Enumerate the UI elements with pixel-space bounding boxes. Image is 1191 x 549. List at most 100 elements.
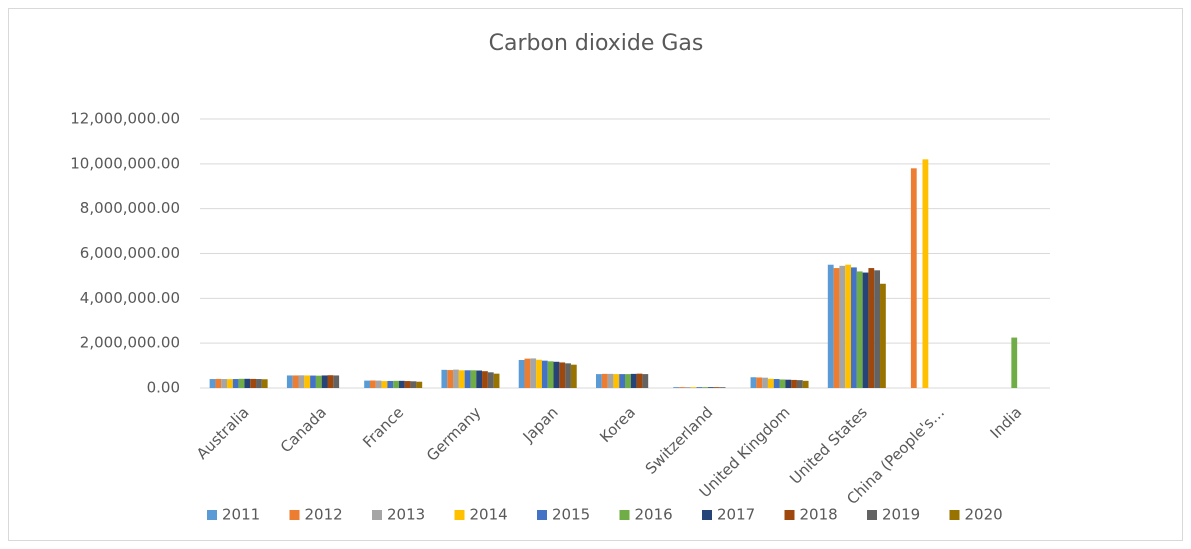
bar bbox=[453, 369, 459, 388]
bar bbox=[613, 374, 620, 388]
bar bbox=[304, 375, 311, 388]
bar bbox=[487, 372, 494, 388]
bar bbox=[570, 364, 577, 388]
bar bbox=[762, 377, 768, 388]
bar bbox=[381, 381, 388, 388]
bar bbox=[327, 375, 334, 388]
bar bbox=[541, 360, 548, 388]
bar bbox=[756, 377, 763, 388]
bar bbox=[802, 380, 809, 388]
bar bbox=[679, 387, 685, 388]
bar bbox=[410, 381, 417, 388]
y-tick-label: 0.00 bbox=[147, 379, 180, 397]
bar bbox=[232, 379, 239, 388]
bar bbox=[601, 373, 608, 388]
bar bbox=[238, 378, 245, 388]
bar bbox=[625, 374, 631, 388]
bar bbox=[713, 387, 720, 388]
bar bbox=[773, 379, 780, 388]
bar bbox=[536, 359, 542, 388]
bar bbox=[530, 358, 537, 388]
bar bbox=[559, 362, 566, 388]
legend-label: 2014 bbox=[470, 506, 508, 524]
bar bbox=[256, 379, 262, 388]
bar bbox=[364, 380, 370, 388]
bar bbox=[310, 375, 316, 388]
bar bbox=[333, 375, 340, 388]
legend-swatch bbox=[372, 510, 382, 520]
legend-swatch bbox=[619, 510, 630, 520]
y-tick-label: 6,000,000.00 bbox=[80, 244, 180, 262]
bar bbox=[708, 387, 714, 388]
bar bbox=[221, 379, 228, 388]
bar bbox=[375, 380, 382, 388]
legend-label: 2017 bbox=[717, 506, 755, 524]
legend-label: 2018 bbox=[800, 506, 838, 524]
bar bbox=[518, 359, 525, 388]
legend-label: 2011 bbox=[222, 506, 260, 524]
legend-swatch bbox=[784, 510, 795, 520]
legend-swatch bbox=[289, 510, 300, 520]
bar bbox=[910, 168, 917, 388]
bar bbox=[767, 378, 774, 388]
bar bbox=[636, 373, 643, 388]
bar bbox=[868, 268, 875, 388]
bar bbox=[464, 370, 471, 388]
legend-label: 2015 bbox=[552, 506, 590, 524]
bar bbox=[416, 381, 423, 388]
y-tick-label: 4,000,000.00 bbox=[80, 289, 180, 307]
bar bbox=[779, 379, 786, 388]
bar bbox=[827, 264, 834, 388]
bar bbox=[796, 380, 803, 388]
legend-swatch bbox=[207, 510, 217, 520]
bar bbox=[404, 381, 411, 388]
bar bbox=[922, 159, 929, 388]
bar bbox=[441, 369, 448, 388]
bar bbox=[369, 380, 376, 388]
bar bbox=[833, 268, 840, 388]
legend-label: 2019 bbox=[882, 506, 920, 524]
y-tick-label: 12,000,000.00 bbox=[70, 110, 180, 128]
legend-swatch bbox=[949, 510, 960, 520]
legend-swatch bbox=[702, 510, 712, 520]
bar bbox=[482, 371, 488, 388]
bar bbox=[387, 380, 394, 388]
bar bbox=[315, 375, 322, 388]
bar bbox=[845, 264, 852, 388]
bar bbox=[673, 387, 680, 388]
bar bbox=[690, 387, 697, 388]
legend-label: 2012 bbox=[305, 506, 343, 524]
bar bbox=[524, 358, 531, 388]
bar bbox=[839, 265, 846, 388]
bar bbox=[393, 380, 399, 388]
bar bbox=[470, 370, 477, 388]
bar bbox=[565, 363, 571, 388]
bar bbox=[447, 370, 454, 388]
bar bbox=[719, 387, 726, 388]
y-tick-label: 10,000,000.00 bbox=[70, 154, 180, 172]
bar bbox=[1011, 337, 1018, 388]
y-tick-label: 2,000,000.00 bbox=[80, 334, 180, 352]
bar bbox=[458, 370, 465, 388]
bar bbox=[702, 387, 709, 388]
bar bbox=[398, 380, 405, 388]
bar bbox=[321, 375, 328, 388]
legend-label: 2016 bbox=[635, 506, 673, 524]
bar bbox=[215, 378, 222, 388]
bar bbox=[874, 270, 881, 388]
bar bbox=[286, 375, 293, 388]
legend-label: 2020 bbox=[965, 506, 1003, 524]
bar bbox=[862, 272, 869, 388]
bar bbox=[785, 379, 792, 388]
bar bbox=[791, 379, 797, 388]
bar bbox=[856, 271, 863, 388]
bar bbox=[298, 375, 305, 388]
bar bbox=[596, 374, 602, 388]
legend-swatch bbox=[537, 510, 547, 520]
bar bbox=[696, 387, 703, 388]
y-tick-label: 8,000,000.00 bbox=[80, 199, 180, 217]
bar bbox=[607, 373, 614, 388]
chart-border bbox=[8, 8, 1183, 541]
bar bbox=[209, 379, 216, 388]
